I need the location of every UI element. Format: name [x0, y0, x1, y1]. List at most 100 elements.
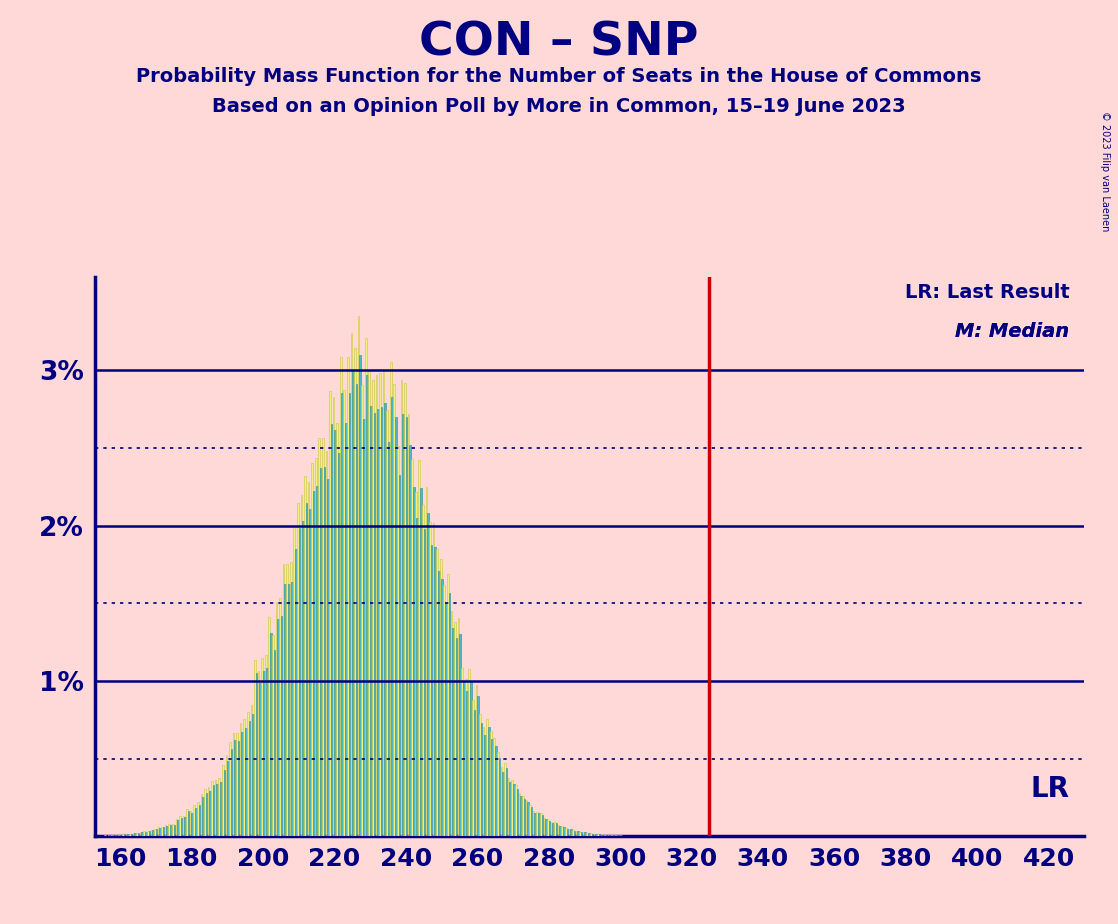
Bar: [470, 681, 472, 836]
Bar: [163, 827, 164, 836]
Bar: [227, 761, 229, 836]
Bar: [559, 825, 561, 836]
Bar: [570, 829, 571, 836]
Bar: [197, 802, 199, 836]
Bar: [454, 622, 456, 836]
Bar: [582, 833, 585, 836]
Bar: [543, 818, 546, 836]
Bar: [122, 834, 124, 836]
Bar: [462, 668, 463, 836]
Bar: [286, 564, 288, 836]
Bar: [151, 830, 152, 836]
Bar: [373, 413, 376, 836]
Bar: [598, 834, 600, 836]
Bar: [161, 827, 163, 836]
Bar: [276, 602, 277, 836]
Bar: [158, 827, 160, 836]
Bar: [588, 833, 589, 836]
Bar: [337, 423, 338, 836]
Bar: [325, 451, 328, 836]
Bar: [613, 835, 615, 836]
Bar: [241, 732, 243, 836]
Bar: [127, 834, 129, 836]
Bar: [590, 833, 591, 836]
Bar: [354, 347, 356, 836]
Bar: [439, 559, 442, 836]
Bar: [399, 475, 400, 836]
Bar: [551, 822, 552, 836]
Bar: [361, 385, 363, 836]
Bar: [356, 383, 358, 836]
Text: Probability Mass Function for the Number of Seats in the House of Commons: Probability Mass Function for the Number…: [136, 67, 982, 86]
Bar: [113, 835, 114, 836]
Bar: [254, 660, 256, 836]
Bar: [187, 808, 188, 836]
Bar: [202, 797, 203, 836]
Bar: [107, 835, 110, 836]
Bar: [167, 826, 168, 836]
Bar: [305, 503, 307, 836]
Bar: [442, 579, 443, 836]
Bar: [323, 468, 325, 836]
Bar: [134, 833, 136, 836]
Bar: [484, 735, 486, 836]
Bar: [304, 476, 306, 836]
Bar: [576, 831, 577, 836]
Bar: [502, 772, 504, 836]
Bar: [343, 390, 345, 836]
Bar: [517, 789, 518, 836]
Bar: [498, 752, 499, 836]
Bar: [307, 482, 310, 836]
Bar: [379, 372, 381, 836]
Bar: [299, 528, 301, 836]
Bar: [394, 383, 395, 836]
Bar: [297, 503, 299, 836]
Bar: [259, 684, 260, 836]
Bar: [459, 635, 461, 836]
Bar: [376, 375, 377, 836]
Text: CON – SNP: CON – SNP: [419, 20, 699, 66]
Text: Based on an Opinion Poll by More in Common, 15–19 June 2023: Based on an Opinion Poll by More in Comm…: [212, 97, 906, 116]
Bar: [220, 783, 221, 836]
Bar: [529, 805, 531, 836]
Bar: [400, 380, 402, 836]
Bar: [116, 835, 119, 836]
Bar: [124, 834, 125, 836]
Bar: [209, 791, 211, 836]
Bar: [480, 714, 481, 836]
Bar: [565, 828, 567, 836]
Bar: [510, 782, 511, 836]
Bar: [212, 785, 215, 836]
Bar: [119, 834, 120, 836]
Bar: [370, 406, 371, 836]
Bar: [381, 407, 382, 836]
Bar: [406, 417, 407, 836]
Bar: [284, 584, 286, 836]
Bar: [367, 375, 368, 836]
Bar: [475, 685, 477, 836]
Bar: [236, 734, 238, 836]
Bar: [217, 784, 218, 836]
Bar: [504, 762, 505, 836]
Bar: [250, 705, 253, 836]
Bar: [452, 628, 454, 836]
Bar: [274, 650, 275, 836]
Bar: [256, 673, 257, 836]
Bar: [585, 833, 586, 836]
Bar: [468, 669, 470, 836]
Bar: [277, 619, 278, 836]
Bar: [429, 522, 430, 836]
Bar: [266, 668, 268, 836]
Bar: [563, 827, 565, 836]
Bar: [395, 417, 397, 836]
Bar: [538, 813, 540, 836]
Bar: [229, 742, 230, 836]
Bar: [408, 414, 409, 836]
Bar: [248, 722, 250, 836]
Bar: [472, 700, 474, 836]
Bar: [580, 833, 582, 836]
Bar: [191, 813, 193, 836]
Bar: [372, 380, 373, 836]
Bar: [190, 811, 191, 836]
Bar: [149, 832, 150, 836]
